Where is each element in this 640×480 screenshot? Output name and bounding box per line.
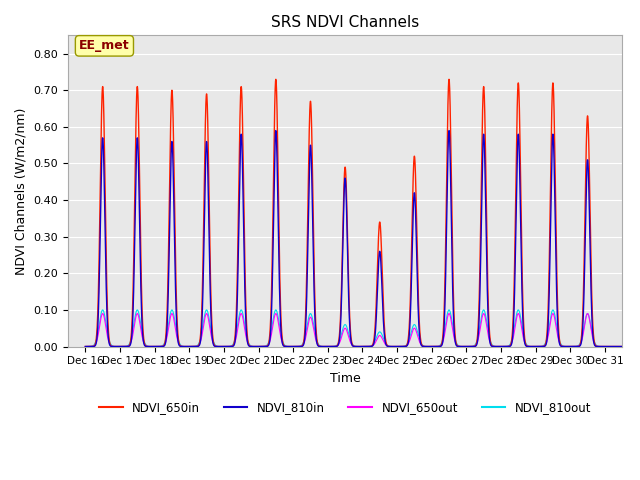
X-axis label: Time: Time xyxy=(330,372,360,385)
Title: SRS NDVI Channels: SRS NDVI Channels xyxy=(271,15,419,30)
Text: EE_met: EE_met xyxy=(79,39,130,52)
Legend: NDVI_650in, NDVI_810in, NDVI_650out, NDVI_810out: NDVI_650in, NDVI_810in, NDVI_650out, NDV… xyxy=(94,396,596,419)
Y-axis label: NDVI Channels (W/m2/nm): NDVI Channels (W/m2/nm) xyxy=(15,107,28,275)
